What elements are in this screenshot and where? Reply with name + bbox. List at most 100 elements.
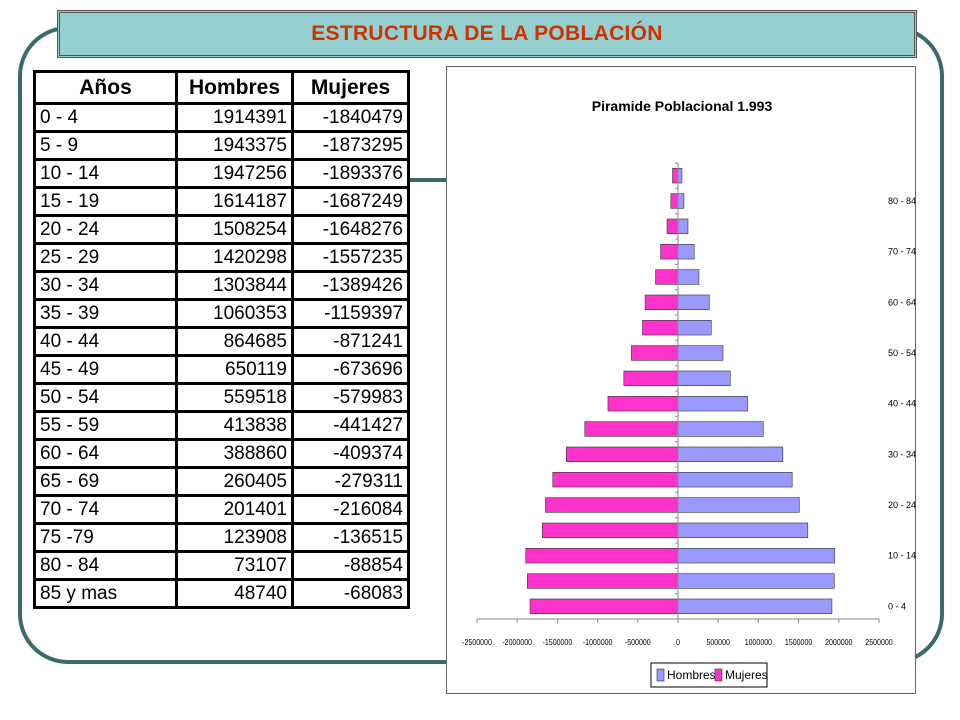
age-cell: 35 - 39 — [33, 298, 178, 329]
hombres-cell: 650119 — [175, 354, 294, 385]
hombres-bar — [677, 472, 793, 488]
hombres-cell: 388860 — [175, 438, 294, 469]
x-tick-label: 0 — [676, 637, 680, 647]
table-row: 60 - 64 388860 -409374 — [33, 438, 410, 469]
mujeres-legend-label: Mujeres — [725, 668, 768, 682]
age-cell: 0 - 4 — [33, 102, 178, 133]
slide-title: ESTRUCTURA DE LA POBLACIÓN — [311, 22, 663, 45]
mujeres-cell: -871241 — [291, 326, 410, 357]
table-row: 85 y mas 48740 -68083 — [33, 578, 410, 609]
hombres-cell: 201401 — [175, 494, 294, 525]
hombres-bar — [677, 446, 784, 462]
hombres-cell: 123908 — [175, 522, 294, 553]
hombres-cell: 1508254 — [175, 214, 294, 245]
category-label: 50 - 54 — [888, 348, 916, 358]
mujeres-bar — [655, 269, 679, 285]
chart-svg: Piramide Poblacional 1.993 -2500000 -2000… — [462, 98, 916, 688]
chart-title: Piramide Poblacional 1.993 — [592, 98, 773, 114]
mujeres-cell: -1840479 — [291, 102, 410, 133]
x-tick-label: 500000 — [706, 637, 729, 647]
age-cell: 40 - 44 — [33, 326, 178, 357]
mujeres-bar — [670, 193, 679, 209]
category-label: 40 - 44 — [888, 399, 916, 409]
mujeres-bar — [607, 396, 679, 412]
age-cell: 65 - 69 — [33, 466, 178, 497]
mujeres-cell: -88854 — [291, 550, 410, 581]
x-tick-label: -2500000 — [462, 637, 492, 647]
x-tick-label: -2000000 — [502, 637, 532, 647]
title-banner: ESTRUCTURA DE LA POBLACIÓN — [57, 10, 917, 58]
mujeres-cell: -136515 — [291, 522, 410, 553]
age-cell: 15 - 19 — [33, 186, 178, 217]
table-row: 80 - 84 73107 -88854 — [33, 550, 410, 581]
mujeres-bar — [642, 320, 679, 336]
age-cell: 25 - 29 — [33, 242, 178, 273]
table-row: 50 - 54 559518 -579983 — [33, 382, 410, 413]
age-cell: 20 - 24 — [33, 214, 178, 245]
mujeres-bar — [644, 294, 679, 310]
x-tick-label: 2000000 — [825, 637, 852, 647]
hombres-legend-swatch — [656, 668, 665, 682]
hombres-cell: 1614187 — [175, 186, 294, 217]
hombres-cell: 1943375 — [175, 130, 294, 161]
age-cell: 10 - 14 — [33, 158, 178, 189]
table-row: 5 - 9 1943375 -1873295 — [33, 130, 410, 161]
mujeres-bar — [527, 573, 679, 589]
mujeres-cell: -1557235 — [291, 242, 410, 273]
x-tick-label: 2500000 — [865, 637, 892, 647]
mujeres-cell: -409374 — [291, 438, 410, 469]
mujeres-cell: -1687249 — [291, 186, 410, 217]
hombres-bar — [677, 598, 833, 614]
hombres-bar — [677, 421, 764, 437]
mujeres-cell: -441427 — [291, 410, 410, 441]
hombres-bar — [677, 168, 683, 184]
age-cell: 5 - 9 — [33, 130, 178, 161]
category-label: 70 - 74 — [888, 247, 916, 257]
hombres-bar — [677, 269, 700, 285]
hombres-bar — [677, 497, 800, 513]
mujeres-bar — [584, 421, 679, 437]
header-mujeres: Mujeres — [291, 70, 410, 105]
table-header-row: Años Hombres Mujeres — [33, 70, 410, 105]
mujeres-cell: -68083 — [291, 578, 410, 609]
mujeres-bar — [529, 598, 679, 614]
bars-group — [525, 168, 835, 614]
hombres-cell: 1947256 — [175, 158, 294, 189]
hombres-cell: 1420298 — [175, 242, 294, 273]
mujeres-cell: -1389426 — [291, 270, 410, 301]
mujeres-cell: -1648276 — [291, 214, 410, 245]
mujeres-legend-swatch — [714, 668, 723, 682]
legend: Hombres Mujeres — [650, 662, 768, 688]
mujeres-bar — [545, 497, 679, 513]
age-cell: 50 - 54 — [33, 382, 178, 413]
table-row: 25 - 29 1420298 -1557235 — [33, 242, 410, 273]
hombres-cell: 1303844 — [175, 270, 294, 301]
mujeres-cell: -279311 — [291, 466, 410, 497]
hombres-cell: 1060353 — [175, 298, 294, 329]
mujeres-cell: -1159397 — [291, 298, 410, 329]
mujeres-bar — [565, 446, 679, 462]
age-cell: 55 - 59 — [33, 410, 178, 441]
mujeres-bar — [672, 168, 679, 184]
x-tick-label: -1000000 — [583, 637, 613, 647]
mujeres-bar — [525, 548, 679, 564]
mujeres-bar — [666, 218, 679, 234]
mujeres-bar — [542, 522, 679, 538]
mujeres-cell: -216084 — [291, 494, 410, 525]
table-row: 40 - 44 864685 -871241 — [33, 326, 410, 357]
table-row: 15 - 19 1614187 -1687249 — [33, 186, 410, 217]
pyramid-chart: Piramide Poblacional 1.993 -2500000 -2000… — [446, 66, 916, 694]
mujeres-cell: -1873295 — [291, 130, 410, 161]
table-row: 30 - 34 1303844 -1389426 — [33, 270, 410, 301]
age-cell: 45 - 49 — [33, 354, 178, 385]
category-label: 0 - 4 — [888, 601, 906, 611]
x-tick-label: -1500000 — [543, 637, 573, 647]
category-label: 10 - 14 — [888, 551, 916, 561]
hombres-cell: 260405 — [175, 466, 294, 497]
table-row: 0 - 4 1914391 -1840479 — [33, 102, 410, 133]
population-table: Años Hombres Mujeres 0 - 4 1914391 -184047… — [33, 70, 410, 609]
hombres-bar — [677, 548, 835, 564]
hombres-cell: 73107 — [175, 550, 294, 581]
mujeres-bar — [660, 244, 679, 260]
x-tick-label: 1000000 — [745, 637, 772, 647]
